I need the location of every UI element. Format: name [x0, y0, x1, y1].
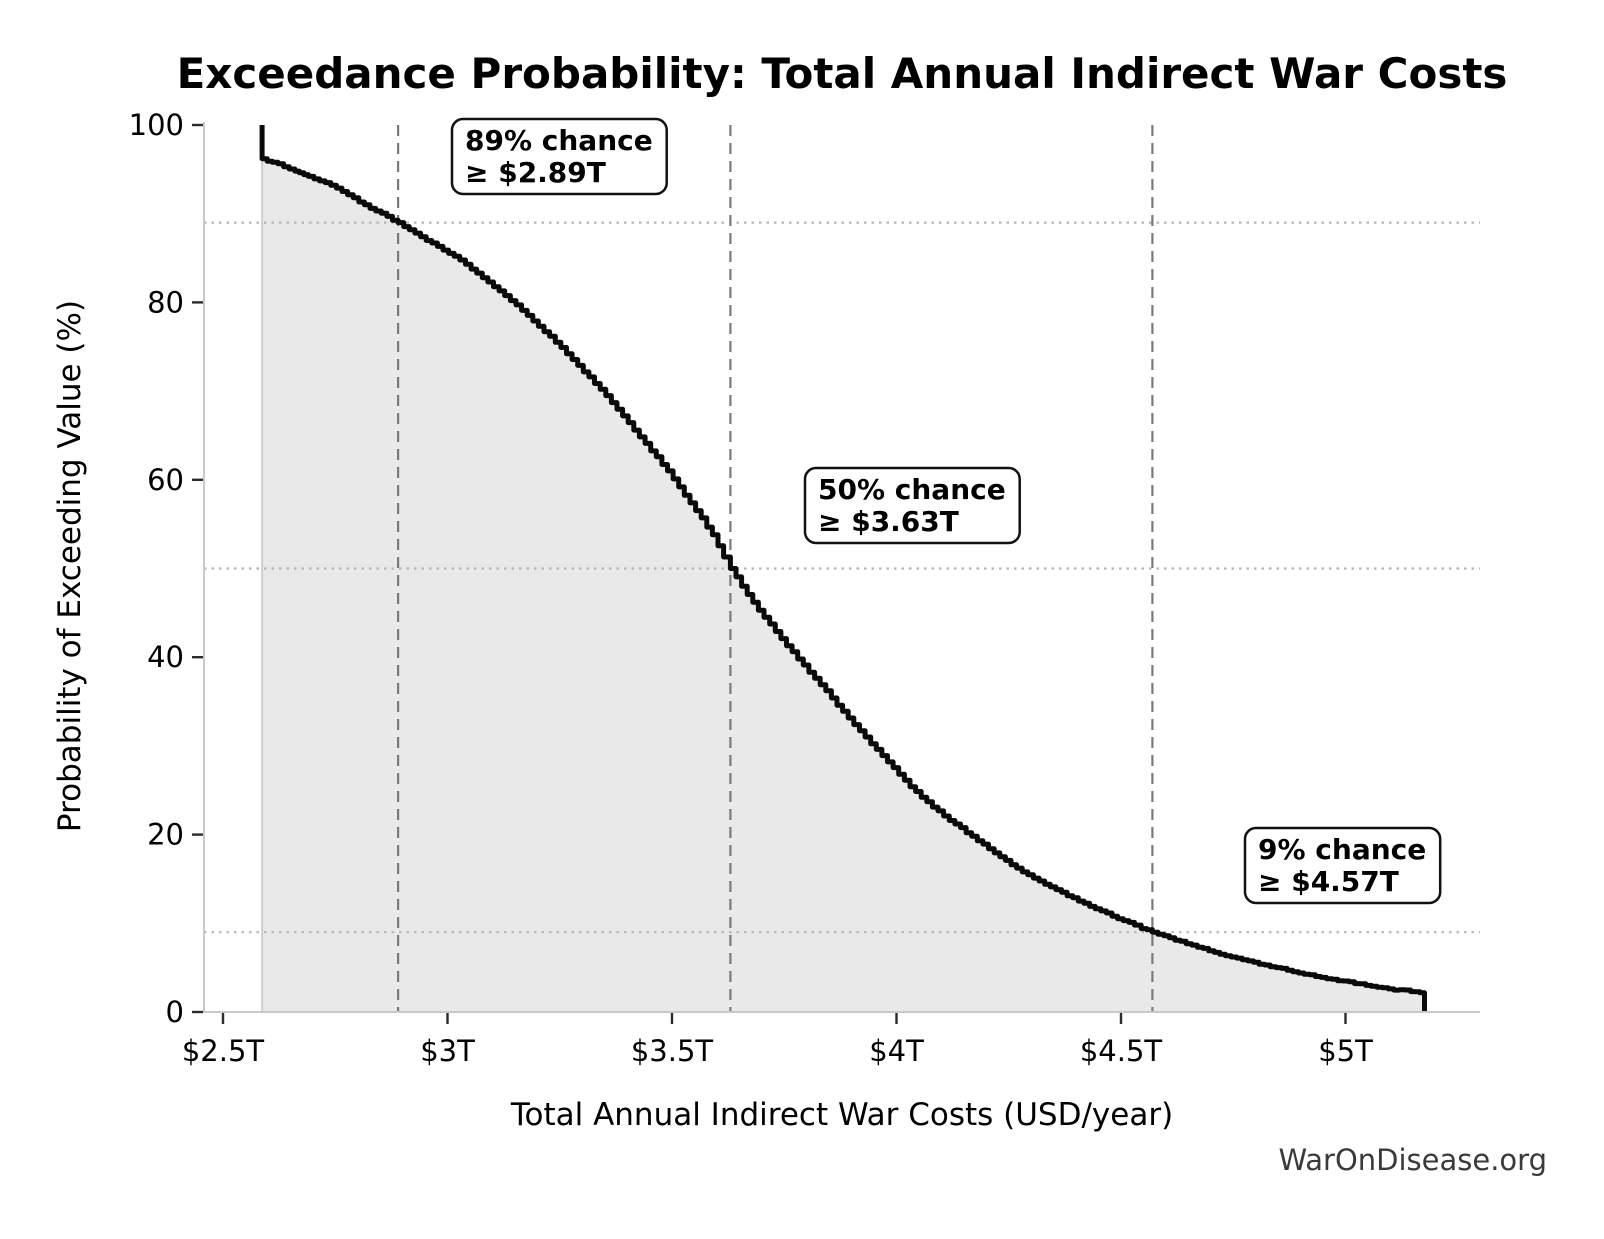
x-tick-label: $2.5T [182, 1034, 265, 1068]
annotation-line1: 89% chance [465, 124, 653, 157]
source-watermark: WarOnDisease.org [1278, 1143, 1547, 1177]
y-tick-label: 80 [147, 285, 184, 319]
x-tick-label: $3T [420, 1034, 475, 1068]
annotation-box [803, 466, 1021, 545]
x-tick-label: $4T [869, 1034, 924, 1068]
y-tick-label: 100 [129, 108, 184, 142]
y-tick-label: 20 [147, 818, 184, 852]
axes-layer: $2.5T $3T $3.5T $4T $4.5T $5T 0 20 40 60 80 100 [129, 108, 1480, 1068]
x-axis-label: Total Annual Indirect War Costs (USD/yea… [510, 1097, 1173, 1133]
y-tick-label: 0 [166, 995, 184, 1029]
x-tick-label: $5T [1318, 1034, 1373, 1068]
annotation-line2: ≥ $4.57T [1258, 865, 1399, 898]
annotation-line1: 50% chance [818, 473, 1006, 506]
exceedance-curve [259, 125, 1427, 1012]
y-axis-label: Probability of Exceeding Value (%) [52, 300, 88, 832]
curve-layer [259, 125, 1427, 1012]
x-tick-label: $3.5T [631, 1034, 714, 1068]
chart-title: Exceedance Probability: Total Annual Ind… [177, 49, 1508, 98]
y-tick-label: 60 [147, 463, 184, 497]
annotation-9pct: 9% chance≥ $4.57T [1243, 826, 1442, 905]
annotation-box [450, 117, 668, 196]
area-under-curve [262, 125, 1425, 1012]
x-tick-label: $4.5T [1080, 1034, 1163, 1068]
annotations-layer: 89% chance≥ $2.89T 50% chance≥ $3.63T 9% c… [450, 117, 1442, 905]
annotation-line1: 9% chance [1258, 833, 1426, 866]
annotation-50pct: 50% chance≥ $3.63T [803, 466, 1021, 545]
annotation-line2: ≥ $3.63T [818, 505, 959, 538]
area-fill-layer [261, 125, 1425, 1012]
annotation-box [1243, 826, 1442, 905]
y-tick-label: 40 [147, 640, 184, 674]
annotation-line2: ≥ $2.89T [465, 156, 606, 189]
reference-lines-layer [204, 125, 1480, 1012]
annotation-89pct: 89% chance≥ $2.89T [450, 117, 668, 196]
